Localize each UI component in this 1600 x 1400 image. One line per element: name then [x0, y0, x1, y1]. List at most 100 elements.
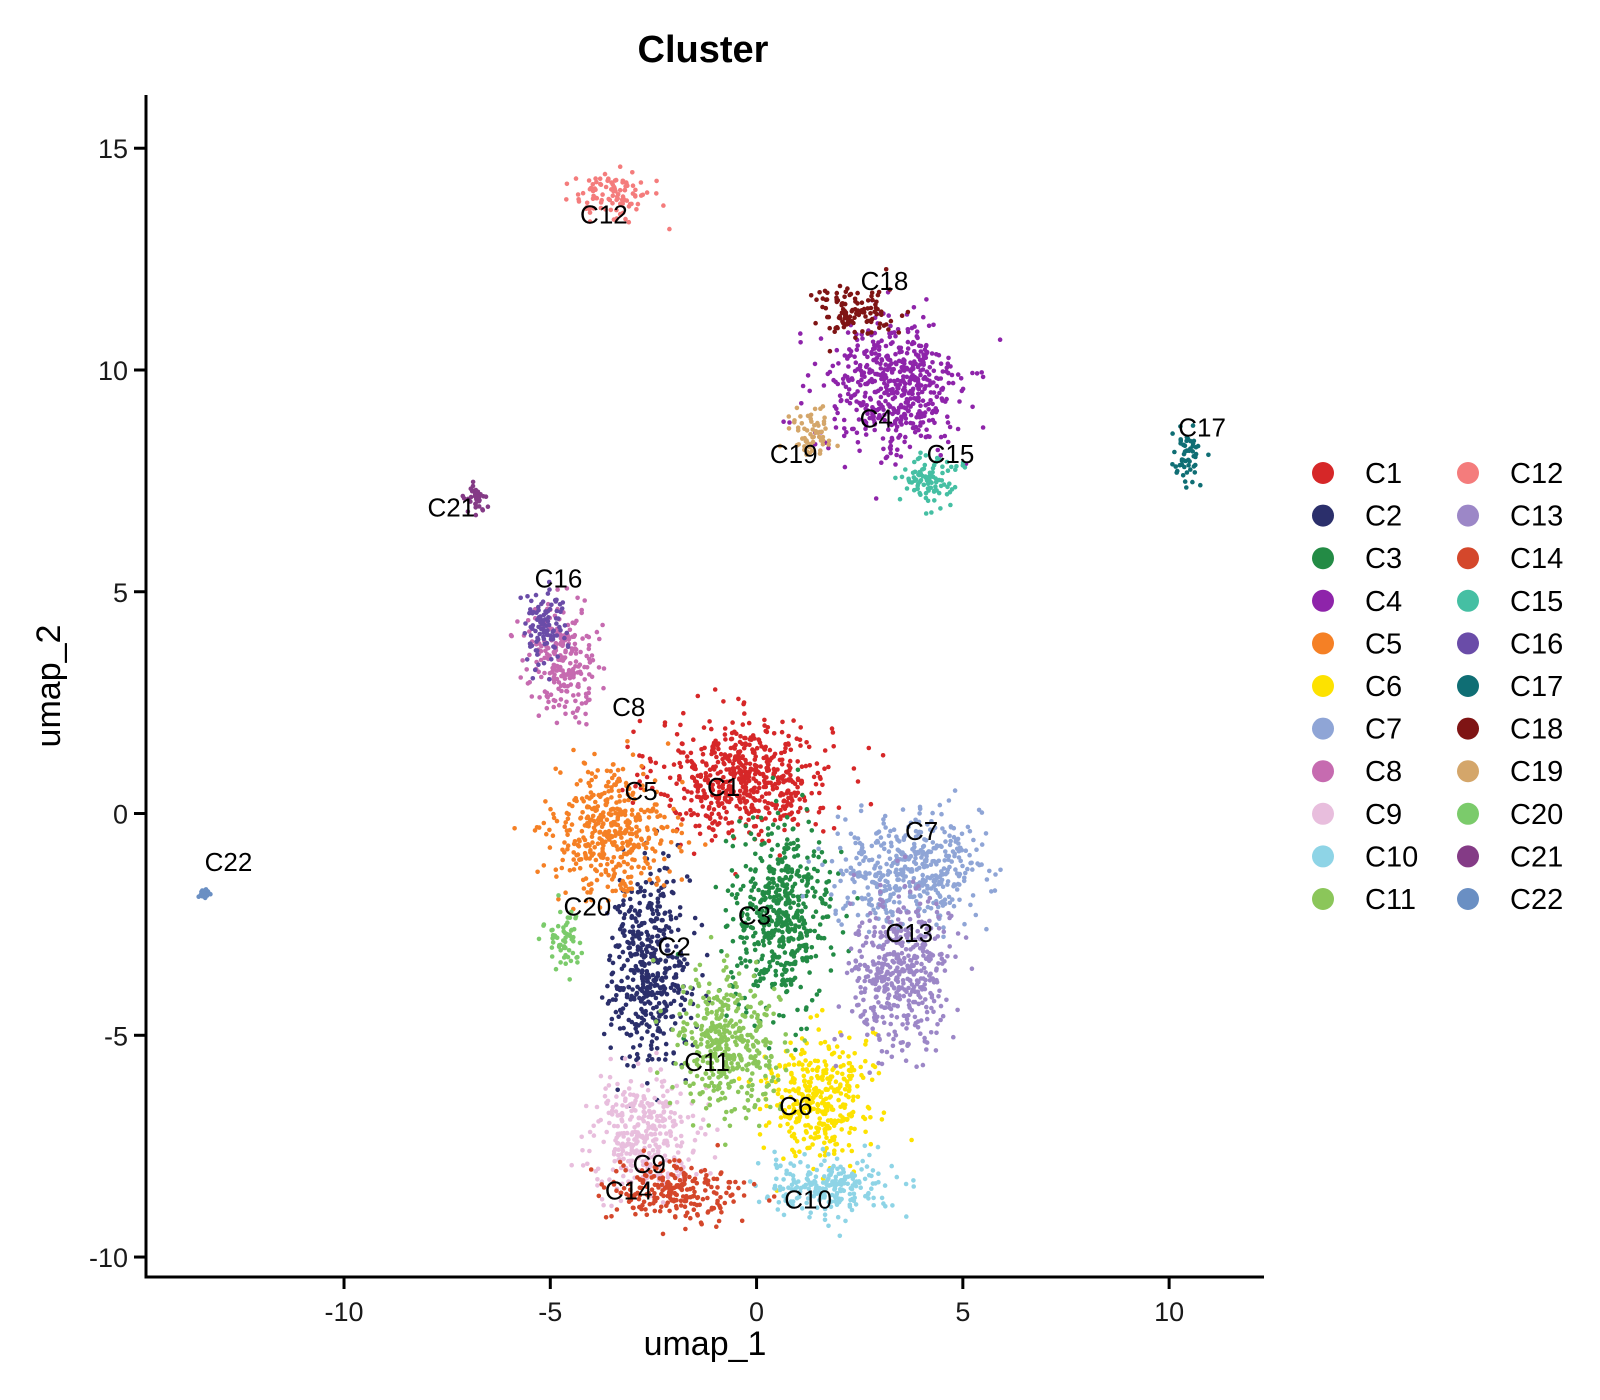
data-point [974, 847, 979, 852]
data-point [754, 763, 759, 769]
data-point [725, 997, 731, 1003]
data-point [596, 815, 602, 820]
data-point [748, 988, 753, 994]
data-point [710, 1001, 715, 1006]
data-point [698, 772, 704, 778]
data-point [652, 983, 657, 989]
data-point [626, 940, 632, 946]
data-point [811, 849, 817, 854]
data-point [544, 831, 549, 837]
data-point [924, 297, 929, 302]
data-point [824, 1135, 829, 1140]
data-point [814, 761, 820, 766]
data-point [657, 1028, 663, 1033]
data-point [846, 1083, 851, 1089]
data-point [909, 374, 914, 379]
data-point [668, 1133, 673, 1138]
data-point [894, 452, 899, 458]
data-point [853, 360, 859, 366]
data-point [694, 1171, 699, 1177]
data-point [773, 968, 778, 974]
data-point [800, 894, 806, 899]
data-point [675, 1042, 680, 1048]
data-point [751, 973, 757, 979]
data-point [970, 370, 975, 376]
data-point [573, 796, 579, 801]
data-point [876, 829, 882, 834]
data-point [883, 375, 889, 381]
data-point [804, 1130, 809, 1135]
data-point [544, 705, 550, 711]
data-point [677, 912, 683, 918]
data-point [703, 1132, 708, 1137]
data-point [927, 365, 933, 370]
data-point [775, 897, 781, 903]
data-point [858, 382, 863, 388]
data-point [897, 900, 902, 905]
data-point [778, 962, 784, 967]
data-point [603, 869, 609, 875]
data-point [621, 898, 626, 903]
data-point [721, 805, 727, 811]
data-point [553, 766, 558, 772]
data-point [881, 817, 886, 822]
data-point [667, 775, 673, 781]
data-point [878, 882, 883, 888]
data-point [628, 953, 634, 959]
data-point [689, 1030, 694, 1035]
data-point [800, 383, 806, 389]
data-point [641, 1105, 647, 1110]
data-point [876, 415, 881, 421]
data-point [570, 669, 575, 675]
data-point [968, 860, 973, 866]
data-point [896, 871, 902, 877]
data-point [729, 820, 735, 825]
data-point [697, 1091, 702, 1096]
data-point [809, 998, 815, 1003]
data-point [732, 729, 737, 735]
data-point [684, 961, 690, 967]
data-point [615, 907, 620, 912]
data-point [840, 1102, 846, 1107]
data-point [610, 806, 616, 812]
data-point [633, 1108, 638, 1113]
data-point [767, 894, 773, 900]
data-point [589, 771, 595, 776]
data-point [931, 390, 937, 395]
data-point [663, 1051, 669, 1057]
data-point [793, 912, 799, 917]
data-point [849, 1064, 855, 1070]
data-point [834, 347, 840, 353]
data-point [803, 1058, 808, 1063]
data-point [850, 1098, 856, 1103]
data-point [665, 824, 670, 830]
data-point [799, 935, 805, 940]
data-point [643, 845, 649, 851]
data-point [941, 929, 947, 934]
data-point [740, 1039, 745, 1044]
data-point [655, 899, 661, 905]
data-point [886, 1032, 891, 1037]
data-point [761, 927, 766, 932]
data-point [919, 414, 925, 419]
data-point [735, 1061, 741, 1067]
data-point [878, 366, 884, 371]
data-point [860, 845, 865, 850]
data-point [654, 789, 659, 795]
data-point [587, 1148, 592, 1154]
data-point [630, 752, 636, 757]
data-point [945, 439, 951, 445]
data-point [644, 840, 650, 846]
data-point [846, 387, 852, 392]
data-point [687, 878, 693, 883]
data-point [628, 997, 634, 1002]
data-point [635, 201, 641, 207]
data-point [793, 1032, 798, 1038]
data-point [836, 1097, 841, 1103]
data-point [801, 901, 806, 906]
data-point [620, 840, 625, 846]
data-point [808, 1125, 814, 1130]
data-point [761, 784, 767, 790]
data-point [764, 1103, 769, 1109]
data-point [563, 890, 568, 895]
